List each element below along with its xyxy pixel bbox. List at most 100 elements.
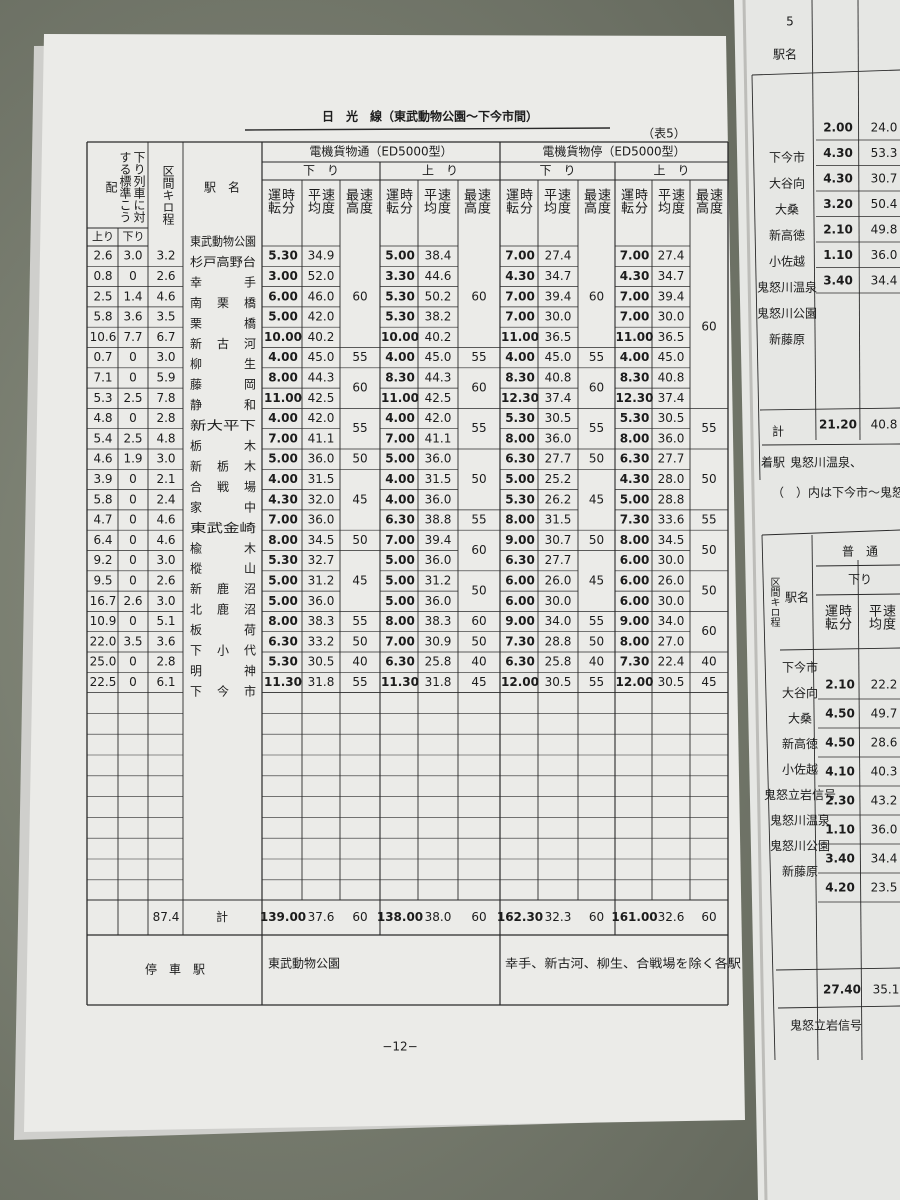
average-speed: 38.4 [425, 249, 452, 263]
interval-value: 7.1 [93, 370, 112, 384]
average-speed: 39.4 [545, 289, 572, 303]
max-speed: 60 [352, 289, 367, 303]
max-speed: 55 [701, 513, 716, 527]
average-speed: 36.0 [658, 431, 685, 445]
run-time: 3.00 [268, 269, 298, 283]
interval-value: 3.2 [156, 249, 175, 263]
run-time: 6.00 [620, 594, 650, 608]
average-speed: 33.6 [658, 513, 685, 527]
max-speed: 55 [701, 421, 716, 435]
average-speed: 28.0 [658, 472, 685, 486]
station-name: 新栃木 [190, 458, 256, 473]
average-speed: 40.8 [658, 370, 685, 384]
interval-value: 2.5 [123, 391, 142, 405]
max-speed: 50 [352, 634, 367, 648]
interval-value: 5.8 [93, 492, 112, 506]
rule [815, 593, 900, 596]
average-speed: 42.5 [425, 391, 452, 405]
right-value: 43.2 [871, 794, 898, 808]
max-speed: 50 [471, 472, 486, 486]
max-speed: 45 [471, 675, 486, 689]
rule [761, 443, 900, 446]
right-station: 新高徳 [769, 228, 805, 243]
run-time: 5.00 [268, 573, 298, 587]
page-gutter [742, 0, 768, 1200]
right-value: 4.50 [825, 736, 855, 750]
interval-value: 22.5 [90, 675, 117, 689]
station-name: 東武金崎 [190, 520, 256, 535]
run-time: 4.00 [385, 350, 415, 364]
interval-value: 2.6 [156, 269, 175, 283]
column-header: 運転時分 [383, 188, 412, 214]
interval-value: 2.8 [156, 411, 175, 425]
run-time: 5.00 [268, 310, 298, 324]
run-time: 11.00 [501, 330, 539, 344]
max-speed: 50 [589, 452, 604, 466]
interval-value: 3.0 [156, 452, 175, 466]
interval-value: 6.1 [156, 675, 175, 689]
right-value: 2.10 [825, 678, 855, 692]
run-time: 7.00 [620, 289, 650, 303]
right-note: （ ）内は下今市～鬼怒川 [772, 485, 900, 500]
right-station: 鬼怒川公園 [757, 306, 817, 321]
interval-value: 4.8 [156, 431, 175, 445]
average-speed: 38.3 [308, 614, 335, 628]
max-speed: 55 [352, 614, 367, 628]
interval-value: 4.7 [93, 513, 112, 527]
run-time: 4.30 [505, 269, 535, 283]
run-time: 4.00 [505, 350, 535, 364]
run-time: 7.00 [385, 634, 415, 648]
run-time: 7.30 [505, 634, 535, 648]
run-time: 4.00 [268, 350, 298, 364]
right-value: 34.4 [871, 852, 898, 866]
right-value: 49.8 [871, 223, 898, 237]
total-km: 87.4 [153, 910, 180, 924]
interval-value: 10.9 [90, 614, 117, 628]
interval-value: 4.6 [156, 289, 175, 303]
run-time: 7.00 [268, 513, 298, 527]
run-time: 4.00 [385, 411, 415, 425]
station-name: 東武動物公園 [190, 235, 256, 249]
average-speed: 27.7 [658, 452, 685, 466]
column-header: 平均速度 [305, 188, 334, 214]
max-speed: 60 [471, 543, 486, 557]
direction-header: 下 り [539, 164, 575, 178]
average-speed: 30.0 [658, 594, 685, 608]
run-time: 12.00 [616, 675, 654, 689]
interval-value: 0 [129, 411, 137, 425]
run-time: 6.30 [505, 553, 535, 567]
average-speed: 28.8 [658, 492, 685, 506]
average-speed: 27.7 [545, 553, 572, 567]
down-header: 下り [122, 230, 145, 243]
right-value: 34.4 [871, 274, 898, 288]
max-speed: 50 [589, 533, 604, 547]
interval-value: 2.6 [93, 249, 112, 263]
right-total-label: 計 [772, 424, 784, 439]
interval-value: 16.7 [90, 594, 117, 608]
run-time: 6.30 [505, 452, 535, 466]
right-station: 鬼怒立岩信号 [764, 787, 836, 802]
max-speed: 60 [471, 289, 486, 303]
run-time: 4.00 [268, 411, 298, 425]
right-value: 1.10 [823, 248, 853, 262]
interval-value: 5.8 [93, 310, 112, 324]
average-speed: 42.0 [308, 411, 335, 425]
average-speed: 30.9 [425, 634, 452, 648]
rule [759, 407, 900, 411]
column-header: 平均速度 [541, 188, 570, 214]
average-speed: 30.0 [658, 310, 685, 324]
average-speed: 30.7 [545, 533, 572, 547]
average-speed: 32.0 [308, 492, 335, 506]
run-time: 5.00 [385, 573, 415, 587]
interval-value: 4.8 [93, 411, 112, 425]
average-speed: 37.4 [658, 391, 685, 405]
max-speed: 60 [589, 289, 604, 303]
right-station: 新高徳 [782, 736, 818, 751]
run-time: 9.00 [505, 614, 535, 628]
interval-value: 4.6 [93, 452, 112, 466]
total-value: 162.30 [497, 910, 543, 924]
run-time: 5.30 [620, 411, 650, 425]
right-station: 大桑 [788, 712, 812, 726]
interval-value: 2.1 [156, 472, 175, 486]
run-time: 8.00 [505, 513, 535, 527]
